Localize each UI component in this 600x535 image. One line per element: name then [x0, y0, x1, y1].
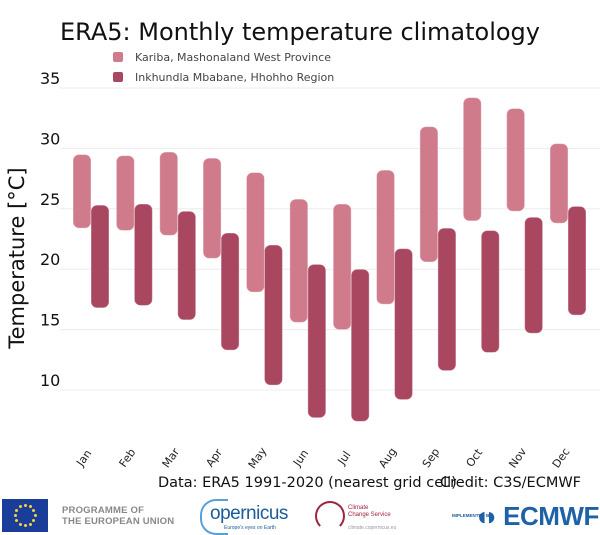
- bar-mbabane-mar: [177, 210, 197, 321]
- x-tick-label: Jul: [335, 449, 354, 468]
- y-axis-ticks: 10 15 20 25 30 35: [40, 69, 60, 390]
- copernicus-tagline: Europe's eyes on Earth: [224, 525, 276, 531]
- bar-mbabane-feb: [133, 203, 153, 306]
- y-tick-label: 15: [40, 311, 60, 330]
- ecmwf-wordmark: ECMWF: [503, 501, 599, 531]
- x-tick-label: Feb: [117, 446, 139, 469]
- bar-kariba-jul: [332, 203, 352, 331]
- bar-mbabane-jul: [350, 268, 370, 422]
- bar-mbabane-oct: [480, 230, 500, 354]
- bar-kariba-dec: [549, 143, 569, 224]
- x-tick-label: Sep: [420, 446, 443, 470]
- eu-star-icon: [33, 514, 37, 517]
- x-tick-label: Oct: [464, 446, 486, 470]
- bar-kariba-oct: [462, 97, 482, 222]
- temperature-chart: ERA5: Monthly temperature climatology Ka…: [5, 18, 600, 491]
- bar-mbabane-jan: [90, 204, 110, 309]
- bar-mbabane-nov: [524, 216, 544, 334]
- eu-star-icon: [18, 505, 22, 509]
- bar-kariba-jun: [289, 198, 309, 323]
- copernicus-logo: opernicus Europe's eyes on Earth: [200, 499, 300, 535]
- y-tick-label: 25: [40, 190, 60, 209]
- bar-kariba-apr: [202, 157, 222, 259]
- eu-star-icon: [14, 519, 18, 522]
- eu-star-icon: [23, 524, 27, 527]
- eu-star-icon: [14, 509, 18, 512]
- legend-swatch-mbabane: [113, 72, 123, 82]
- bar-kariba-nov: [506, 108, 526, 212]
- bars: [72, 97, 587, 422]
- thermometer-cloud-icon: [315, 501, 345, 531]
- legend-label-mbabane: Inkhundla Mbabane, Hhohho Region: [135, 71, 334, 84]
- chart-title: ERA5: Monthly temperature climatology: [60, 18, 540, 46]
- x-tick-label: May: [246, 445, 270, 471]
- y-tick-label: 35: [40, 69, 60, 88]
- eu-star-icon: [23, 504, 27, 507]
- bar-kariba-mar: [159, 151, 179, 236]
- c3s-url: climate.copernicus.eu: [348, 525, 397, 531]
- eu-programme-text: PROGRAMME OF THE EUROPEAN UNION: [62, 505, 174, 527]
- eu-star-icon: [32, 509, 36, 512]
- eu-programme-line2: THE EUROPEAN UNION: [62, 516, 175, 527]
- c3s-name: Climate Change Service: [348, 505, 391, 519]
- bar-kariba-jan: [72, 153, 92, 229]
- eu-star-icon: [32, 519, 36, 522]
- credit-note: Credit: C3S/ECMWF: [440, 475, 581, 491]
- bar-mbabane-apr: [220, 232, 240, 351]
- eu-star-icon: [13, 514, 17, 517]
- eu-star-icon: [28, 505, 32, 509]
- eu-star-icon: [28, 522, 32, 526]
- c3s-logo: Climate Change Service climate.copernicu…: [315, 499, 425, 533]
- bar-kariba-may: [245, 172, 265, 293]
- y-tick-label: 10: [40, 371, 60, 390]
- data-source-note: Data: ERA5 1991-2020 (nearest grid cell): [158, 475, 457, 491]
- bar-kariba-aug: [376, 169, 396, 305]
- x-tick-label: Dec: [550, 446, 573, 471]
- x-tick-label: Mar: [160, 445, 183, 470]
- bar-mbabane-jun: [307, 263, 327, 419]
- x-tick-label: Apr: [203, 446, 225, 469]
- bar-mbabane-may: [263, 244, 283, 386]
- legend-swatch-kariba: [113, 52, 123, 62]
- legend: Kariba, Mashonaland West Province Inkhun…: [113, 51, 334, 84]
- logo-bar: PROGRAMME OF THE EUROPEAN UNION opernicu…: [0, 497, 600, 535]
- c3s-line1: Climate: [348, 505, 369, 511]
- copernicus-wordmark: opernicus: [210, 503, 288, 524]
- bar-mbabane-aug: [394, 248, 414, 401]
- eu-star-icon: [18, 522, 22, 526]
- y-tick-label: 30: [40, 129, 60, 148]
- ecmwf-mark-icon: ◖◗: [474, 501, 500, 531]
- eu-programme-line1: PROGRAMME OF: [62, 505, 145, 516]
- bar-mbabane-sep: [437, 227, 457, 372]
- implemented-by-label: IMPLEMENTED BY: [452, 513, 493, 518]
- eu-flag-icon: [2, 499, 48, 532]
- ecmwf-logo: ◖◗ ECMWF: [474, 501, 599, 532]
- bar-kariba-sep: [419, 126, 439, 263]
- bar-kariba-feb: [115, 155, 135, 232]
- bar-mbabane-dec: [567, 205, 587, 316]
- y-tick-label: 20: [40, 250, 60, 269]
- y-axis-label: Temperature [°C]: [5, 167, 29, 349]
- x-tick-label: Nov: [506, 445, 529, 470]
- x-tick-label: Jun: [290, 447, 311, 469]
- x-tick-label: Jan: [73, 447, 94, 469]
- c3s-line2: Change Service: [348, 512, 391, 518]
- x-axis-ticks: Jan Feb Mar Apr May Jun Jul Aug Sep Oct Nov Dec: [73, 445, 572, 471]
- x-tick-label: Aug: [376, 445, 399, 470]
- legend-label-kariba: Kariba, Mashonaland West Province: [135, 51, 331, 64]
